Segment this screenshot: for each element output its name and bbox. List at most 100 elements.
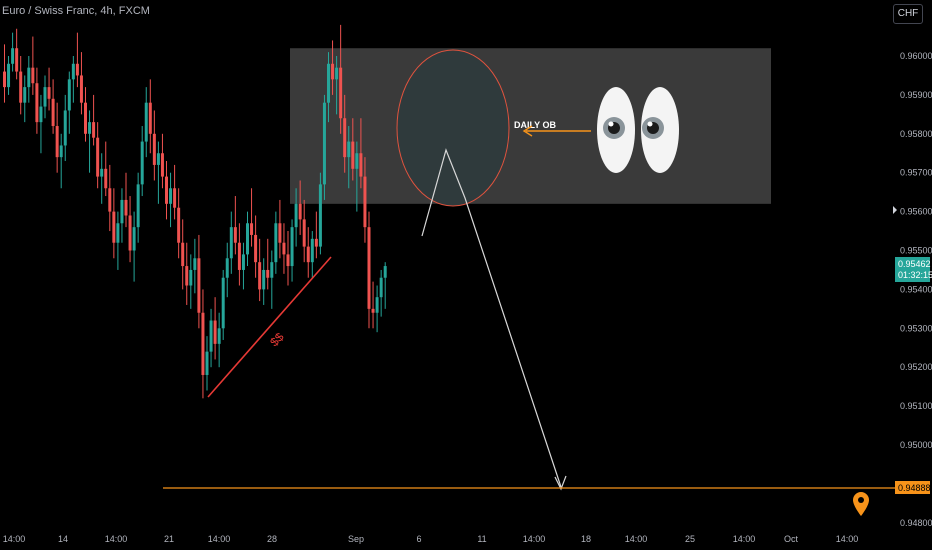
candle-body [116,223,120,243]
candle-body [339,67,343,119]
candle-body [375,297,379,313]
target-price-value: 0.94888 [898,483,931,493]
candle-body [173,188,177,208]
price-axis[interactable]: 0.96000 0.95900 0.95800 0.95700 0.95600 0.955… [900,51,932,528]
candle-body [322,102,326,185]
candle-body [241,254,245,270]
time-tick-label: 14:00 [523,534,546,544]
candle-body [209,320,213,352]
candle-body [270,262,274,278]
candle-body [148,102,152,134]
time-tick-label: 14:00 [836,534,859,544]
candle-body [124,199,128,216]
price-tick-label: 0.95500 [900,246,932,256]
candle-body [63,110,67,146]
candle-body [160,153,164,177]
price-tick-label: 0.95300 [900,323,932,333]
candle-body [201,312,205,375]
time-tick-label: 11 [477,534,486,544]
candle-body [318,184,322,247]
time-tick-label: Oct [784,534,799,544]
candle-body [185,266,189,286]
daily-ob-zone [290,48,771,204]
candle-body [310,238,314,263]
time-tick-label: 14:00 [208,534,231,544]
symbol-title[interactable]: Euro / Swiss Franc, 4h, FXCM [2,5,150,17]
pointer-arrow-head [522,125,533,137]
price-tick-label: 0.95700 [900,168,932,178]
candle-body [327,63,330,103]
time-axis[interactable]: 14:00 14 14:00 21 14:00 28 Sep 6 11 14:00 18 14:00 2… [3,534,859,544]
candle-body [237,242,241,270]
eyes-icon [597,87,679,173]
candle-body [132,227,136,251]
candle-body [136,184,140,228]
time-tick-label: 25 [685,534,695,544]
price-tick-label: 0.95600 [900,207,932,217]
candle-body [100,168,104,177]
candle-body [221,277,225,329]
candle-body [47,87,51,99]
candle-body [75,63,79,76]
candle-body [181,242,185,267]
candle-body [51,98,55,127]
candle-body [112,211,116,243]
time-tick-label: 28 [267,534,277,544]
candle-body [156,153,160,165]
trendline-label: $$ [267,330,287,350]
candle-body [213,320,217,344]
candle-body [286,254,290,267]
candle-body [314,238,318,247]
candle-body [177,207,181,243]
candle-body [290,227,294,267]
time-tick-label: 14:00 [625,534,648,544]
candle-body [233,227,237,243]
candle-body [250,223,254,235]
price-tick-label: 0.95400 [900,284,932,294]
price-tick-label: 0.95200 [900,362,932,372]
candle-body [347,141,351,158]
candle-body [266,269,270,278]
candle-body [359,153,363,177]
candle-body [88,122,92,134]
candle-body [128,215,132,251]
candle-body [343,118,347,158]
candle-body [31,67,35,84]
candle-body [84,102,87,134]
candle-body [205,351,209,375]
candle-body [23,87,27,103]
candle-body [383,266,387,278]
candle-body [262,269,266,290]
candle-body [108,188,112,212]
candle-body [140,141,144,185]
candle-body [19,71,23,103]
candle-body [67,79,71,111]
candle-body [55,126,59,158]
candle-body [189,269,193,286]
projection-arrow-head [554,475,567,491]
candle-body [79,75,83,103]
current-price-tag [895,257,930,282]
candle-body [197,258,201,313]
candle-body [96,137,100,177]
candle-body [104,168,108,189]
time-tick-label: 14 [58,534,68,544]
time-tick-label: 6 [416,534,421,544]
candle-body [3,71,6,88]
candle-body [120,199,124,224]
projection-path [421,148,562,488]
location-marker-icon[interactable] [853,492,869,516]
price-tick-label: 0.94800 [900,518,932,528]
candle-body [246,223,249,255]
time-tick-label: Sep [348,534,364,544]
time-tick-label: 18 [581,534,591,544]
candle-body [229,227,233,259]
target-price-tag [895,481,930,494]
zone-label: DAILY OB [514,120,557,130]
candle-body [371,308,375,313]
candle-body [59,145,63,158]
candle-body [169,188,173,204]
currency-button[interactable]: CHF [893,4,923,24]
candle-body [306,246,310,263]
